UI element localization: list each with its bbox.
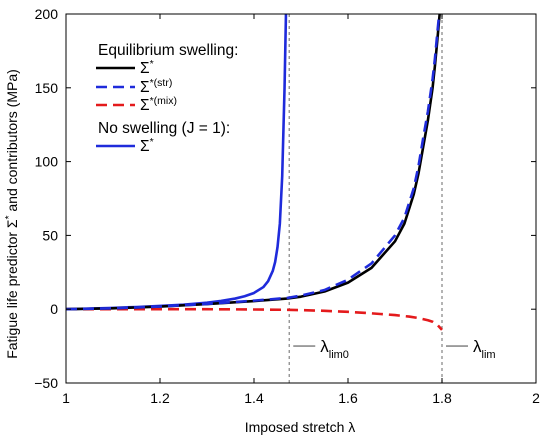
y-tick-label: 50 <box>42 227 58 243</box>
series-line-eq-str <box>66 14 441 311</box>
plot-frame <box>65 13 537 384</box>
legend-entries: Σ*Σ*(str)Σ*(mix)Σ* <box>96 58 177 155</box>
plot-area: 1 1.2 1.4 1.6 1.8 2 −50 0 50 100 150 200 <box>34 6 540 406</box>
x-tick-label: 1.8 <box>432 390 452 406</box>
x-tick-label: 1 <box>62 390 70 406</box>
legend-label-eq-str: Σ*(str) <box>140 77 172 96</box>
legend-label-noswell: Σ* <box>140 136 154 155</box>
y-axis-title: Fatigue life predictor Σ* and contributo… <box>4 69 21 359</box>
legend: Equilibrium swelling: Σ*Σ*(str)Σ*(mix)Σ*… <box>96 42 238 155</box>
annotation-lines <box>288 14 443 383</box>
series-line-eq-mix <box>66 307 443 331</box>
limit-label-lim0: λlim0 <box>320 337 349 361</box>
x-tick-label: 2 <box>532 390 540 406</box>
x-tick-label: 1.6 <box>338 390 358 406</box>
x-tick-label: 1.4 <box>244 390 264 406</box>
series-layer <box>66 14 443 331</box>
legend-group1-title: Equilibrium swelling: <box>98 42 238 59</box>
y-tick-label: 150 <box>35 80 59 96</box>
y-tick-label: −50 <box>34 375 58 391</box>
annotation-labels: λlim0 λlim <box>293 337 496 361</box>
legend-label-eq-mix: Σ*(mix) <box>140 95 177 114</box>
x-axis-title: Imposed stretch λ <box>245 419 356 435</box>
axis-ticks: 1 1.2 1.4 1.6 1.8 2 −50 0 50 100 150 200 <box>34 6 540 406</box>
legend-group2-title: No swelling (J = 1): <box>98 120 230 137</box>
legend-label-eq-total: Σ* <box>140 58 154 77</box>
y-tick-label: 0 <box>50 301 58 317</box>
y-tick-label: 200 <box>35 6 59 22</box>
x-tick-label: 1.2 <box>150 390 170 406</box>
limit-label-lim: λlim <box>473 337 496 361</box>
y-tick-label: 100 <box>35 154 59 170</box>
